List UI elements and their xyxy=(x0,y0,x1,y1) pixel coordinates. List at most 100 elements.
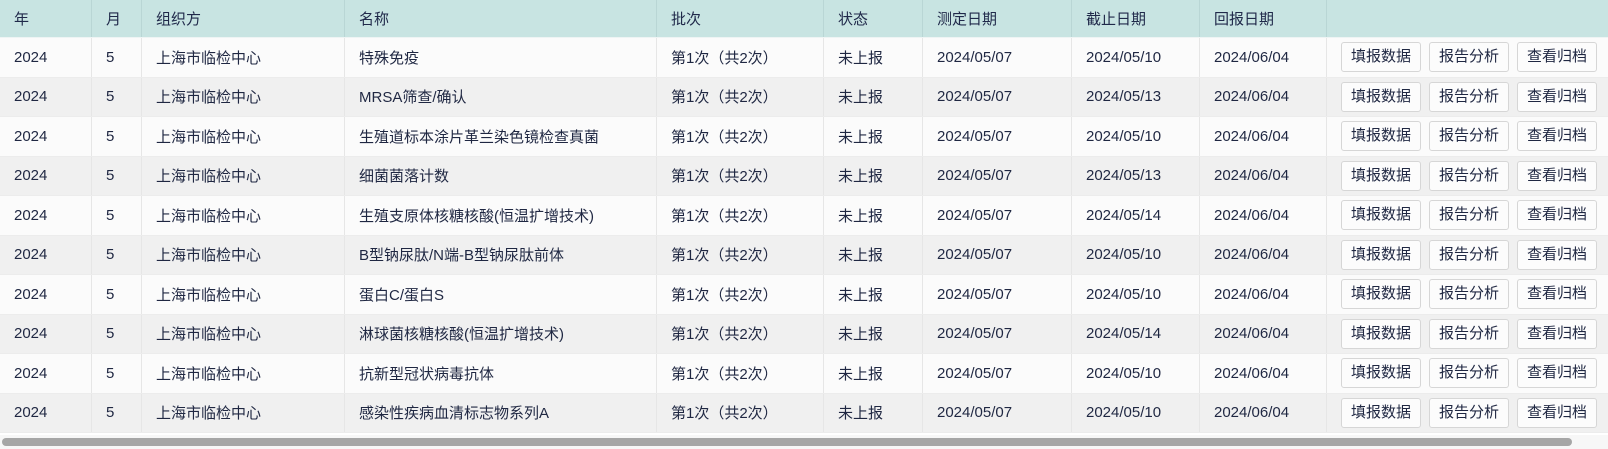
report-analysis-button[interactable]: 报告分析 xyxy=(1429,121,1510,152)
cell-actions: 填报数据 报告分析 查看归档 xyxy=(1327,157,1608,196)
report-analysis-button[interactable]: 报告分析 xyxy=(1429,279,1510,310)
header-batch: 批次 xyxy=(657,0,824,37)
view-archive-button[interactable]: 查看归档 xyxy=(1517,81,1598,112)
cell-organizer: 上海市临检中心 xyxy=(142,314,345,353)
report-analysis-button[interactable]: 报告分析 xyxy=(1429,358,1510,389)
fill-data-button[interactable]: 填报数据 xyxy=(1341,121,1422,152)
cell-test-date: 2024/05/07 xyxy=(923,393,1072,432)
cell-name: 抗新型冠状病毒抗体 xyxy=(345,354,657,393)
cell-actions: 填报数据 报告分析 查看归档 xyxy=(1327,315,1608,354)
horizontal-scrollbar-thumb[interactable] xyxy=(2,438,1572,446)
cell-month: 5 xyxy=(92,156,142,195)
report-analysis-button[interactable]: 报告分析 xyxy=(1429,318,1510,349)
cell-name: 淋球菌核糖核酸(恒温扩增技术) xyxy=(345,314,657,353)
fill-data-button[interactable]: 填报数据 xyxy=(1341,42,1422,73)
view-archive-button[interactable]: 查看归档 xyxy=(1517,239,1598,270)
cell-name: 感染性疾病血清标志物系列A xyxy=(345,393,657,432)
view-archive-button[interactable]: 查看归档 xyxy=(1517,160,1598,191)
table-row: 2024 5 上海市临检中心 淋球菌核糖核酸(恒温扩增技术) 第1次（共2次） … xyxy=(0,314,1608,354)
cell-year: 2024 xyxy=(0,77,92,116)
table-header-row: 年 月 组织方 名称 批次 状态 测定日期 截止日期 回报日期 xyxy=(0,0,1608,38)
cell-month: 5 xyxy=(92,196,142,235)
report-analysis-button[interactable]: 报告分析 xyxy=(1429,200,1510,231)
cell-organizer: 上海市临检中心 xyxy=(142,156,345,195)
cell-batch: 第1次（共2次） xyxy=(657,354,824,393)
cell-month: 5 xyxy=(92,77,142,116)
cell-batch: 第1次（共2次） xyxy=(657,393,824,432)
horizontal-scrollbar[interactable] xyxy=(0,435,1608,449)
view-archive-button[interactable]: 查看归档 xyxy=(1517,279,1598,310)
cell-status: 未上报 xyxy=(824,156,923,195)
cell-actions: 填报数据 报告分析 查看归档 xyxy=(1327,275,1608,314)
view-archive-button[interactable]: 查看归档 xyxy=(1517,200,1598,231)
report-analysis-button[interactable]: 报告分析 xyxy=(1429,397,1510,428)
cell-report-date: 2024/06/04 xyxy=(1200,77,1327,116)
cell-batch: 第1次（共2次） xyxy=(657,196,824,235)
cell-year: 2024 xyxy=(0,38,92,77)
eqa-table: 年 月 组织方 名称 批次 状态 测定日期 截止日期 回报日期 2024 5 上… xyxy=(0,0,1608,433)
cell-month: 5 xyxy=(92,117,142,156)
cell-report-date: 2024/06/04 xyxy=(1200,393,1327,432)
cell-organizer: 上海市临检中心 xyxy=(142,354,345,393)
cell-deadline: 2024/05/13 xyxy=(1072,156,1200,195)
cell-year: 2024 xyxy=(0,156,92,195)
cell-deadline: 2024/05/10 xyxy=(1072,393,1200,432)
table-row: 2024 5 上海市临检中心 蛋白C/蛋白S 第1次（共2次） 未上报 2024… xyxy=(0,275,1608,315)
cell-report-date: 2024/06/04 xyxy=(1200,117,1327,156)
cell-deadline: 2024/05/10 xyxy=(1072,275,1200,314)
header-deadline: 截止日期 xyxy=(1072,0,1200,37)
cell-name: 生殖道标本涂片革兰染色镜检查真菌 xyxy=(345,117,657,156)
report-analysis-button[interactable]: 报告分析 xyxy=(1429,81,1510,112)
cell-status: 未上报 xyxy=(824,117,923,156)
cell-year: 2024 xyxy=(0,393,92,432)
report-analysis-button[interactable]: 报告分析 xyxy=(1429,239,1510,270)
view-archive-button[interactable]: 查看归档 xyxy=(1517,397,1598,428)
header-status: 状态 xyxy=(824,0,923,37)
cell-deadline: 2024/05/14 xyxy=(1072,314,1200,353)
fill-data-button[interactable]: 填报数据 xyxy=(1341,239,1422,270)
cell-name: MRSA筛查/确认 xyxy=(345,77,657,116)
table-row: 2024 5 上海市临检中心 感染性疾病血清标志物系列A 第1次（共2次） 未上… xyxy=(0,393,1608,433)
view-archive-button[interactable]: 查看归档 xyxy=(1517,318,1598,349)
cell-test-date: 2024/05/07 xyxy=(923,77,1072,116)
view-archive-button[interactable]: 查看归档 xyxy=(1517,358,1598,389)
header-organizer: 组织方 xyxy=(142,0,345,37)
view-archive-button[interactable]: 查看归档 xyxy=(1517,121,1598,152)
fill-data-button[interactable]: 填报数据 xyxy=(1341,200,1422,231)
cell-batch: 第1次（共2次） xyxy=(657,117,824,156)
report-analysis-button[interactable]: 报告分析 xyxy=(1429,42,1510,73)
cell-test-date: 2024/05/07 xyxy=(923,354,1072,393)
cell-status: 未上报 xyxy=(824,77,923,116)
fill-data-button[interactable]: 填报数据 xyxy=(1341,358,1422,389)
header-month: 月 xyxy=(92,0,142,37)
cell-batch: 第1次（共2次） xyxy=(657,156,824,195)
cell-deadline: 2024/05/10 xyxy=(1072,354,1200,393)
cell-name: 细菌菌落计数 xyxy=(345,156,657,195)
cell-actions: 填报数据 报告分析 查看归档 xyxy=(1327,354,1608,393)
fill-data-button[interactable]: 填报数据 xyxy=(1341,279,1422,310)
cell-year: 2024 xyxy=(0,196,92,235)
view-archive-button[interactable]: 查看归档 xyxy=(1517,42,1598,73)
cell-status: 未上报 xyxy=(824,38,923,77)
cell-status: 未上报 xyxy=(824,314,923,353)
cell-organizer: 上海市临检中心 xyxy=(142,275,345,314)
fill-data-button[interactable]: 填报数据 xyxy=(1341,318,1422,349)
header-year: 年 xyxy=(0,0,92,37)
fill-data-button[interactable]: 填报数据 xyxy=(1341,160,1422,191)
cell-year: 2024 xyxy=(0,314,92,353)
cell-organizer: 上海市临检中心 xyxy=(142,77,345,116)
cell-status: 未上报 xyxy=(824,393,923,432)
cell-report-date: 2024/06/04 xyxy=(1200,235,1327,274)
cell-organizer: 上海市临检中心 xyxy=(142,117,345,156)
fill-data-button[interactable]: 填报数据 xyxy=(1341,81,1422,112)
cell-year: 2024 xyxy=(0,354,92,393)
cell-report-date: 2024/06/04 xyxy=(1200,38,1327,77)
cell-organizer: 上海市临检中心 xyxy=(142,235,345,274)
cell-test-date: 2024/05/07 xyxy=(923,117,1072,156)
cell-test-date: 2024/05/07 xyxy=(923,275,1072,314)
table-row: 2024 5 上海市临检中心 细菌菌落计数 第1次（共2次） 未上报 2024/… xyxy=(0,156,1608,196)
table-body: 2024 5 上海市临检中心 特殊免疫 第1次（共2次） 未上报 2024/05… xyxy=(0,38,1608,433)
fill-data-button[interactable]: 填报数据 xyxy=(1341,397,1422,428)
report-analysis-button[interactable]: 报告分析 xyxy=(1429,160,1510,191)
